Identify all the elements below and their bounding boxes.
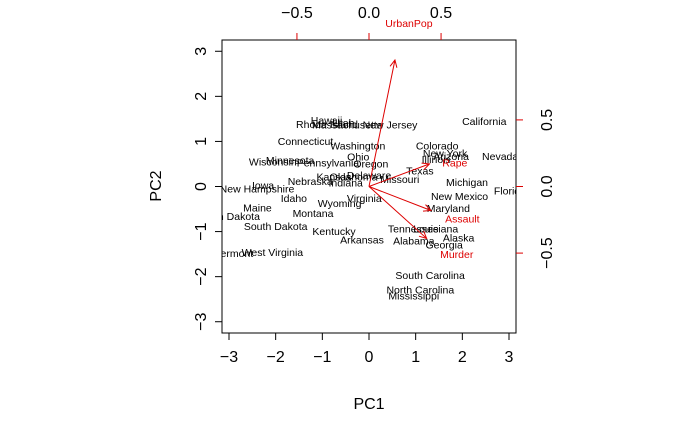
- point-label-kentucky: Kentucky: [312, 226, 356, 238]
- loading-arrows: UrbanPop: [368, 18, 433, 240]
- point-label-tennessee: Tennessee: [388, 223, 439, 235]
- point-label-oklahoma: Oklahoma: [330, 172, 378, 184]
- point-label-georgia: Georgia: [425, 240, 463, 252]
- loading-arrow-murder: [368, 186, 428, 240]
- point-label-washington: Washington: [330, 140, 385, 152]
- point-label-mississippi: Mississippi: [388, 291, 439, 303]
- x-tick-label: −2: [267, 349, 285, 366]
- top-tick-label: 0.5: [430, 5, 452, 22]
- loading-label-urbanpop: UrbanPop: [385, 18, 432, 30]
- point-label-kansas: Kansas: [316, 172, 351, 184]
- x-tick-label: 3: [505, 349, 514, 366]
- point-label-wyoming: Wyoming: [318, 198, 362, 210]
- point-label-assault: Assault: [445, 214, 480, 226]
- point-label-oregon: Oregon: [353, 159, 388, 171]
- point-label-arkansas: Arkansas: [340, 235, 384, 247]
- y-tick-label: 3: [193, 47, 210, 56]
- x-tick-label: −1: [313, 349, 331, 366]
- point-label-idaho: Idaho: [281, 193, 307, 205]
- point-label-south-dakota: South Dakota: [244, 221, 308, 233]
- right-tick-label: −0.5: [539, 237, 556, 269]
- point-label-iowa: Iowa: [252, 180, 274, 192]
- point-label-indiana: Indiana: [328, 177, 363, 189]
- point-label-missouri: Missouri: [380, 174, 419, 186]
- point-label-california: California: [462, 116, 507, 128]
- point-label-florida: Florida: [494, 186, 526, 198]
- point-label-montana: Montana: [293, 208, 334, 220]
- right-tick-label: 0.5: [539, 109, 556, 131]
- point-label-massachusetts: Massachusetts: [312, 119, 382, 131]
- y-tick-label: −2: [193, 267, 210, 285]
- point-label-north-dakota: North Dakota: [198, 211, 260, 223]
- y-tick-label: 1: [193, 137, 210, 146]
- point-label-maine: Maine: [243, 203, 272, 215]
- point-label-utah: Utah: [332, 117, 354, 129]
- x-tick-label: 2: [458, 349, 467, 366]
- point-label-vermont: Vermont: [214, 248, 253, 260]
- point-label-nebraska: Nebraska: [288, 176, 333, 188]
- point-label-new-hampshire: New Hampshire: [220, 183, 295, 195]
- point-label-alaska: Alaska: [443, 232, 475, 244]
- point-label-murder: Murder: [440, 249, 474, 261]
- y-axis-title: PC2: [148, 170, 165, 201]
- y-tick-label: −1: [193, 222, 210, 240]
- right-tick-label: 0.0: [539, 175, 556, 197]
- loading-arrow-urbanpop: [368, 58, 398, 187]
- point-label-alabama: Alabama: [393, 236, 435, 248]
- point-label-ohio: Ohio: [347, 152, 369, 164]
- point-label-new-mexico: New Mexico: [431, 191, 488, 203]
- point-label-pennsylvania: Pennsylvania: [297, 158, 360, 170]
- point-label-delaware: Delaware: [347, 170, 392, 182]
- loading-arrow-assault: [368, 186, 433, 212]
- y-tick-label: −3: [193, 313, 210, 331]
- y-tick-label: 0: [193, 182, 210, 191]
- x-tick-label: 0: [365, 349, 374, 366]
- y-tick-label: 2: [193, 92, 210, 101]
- x-tick-label: 1: [411, 349, 420, 366]
- point-label-michigan: Michigan: [446, 177, 488, 189]
- x-axis-title: PC1: [353, 396, 384, 413]
- point-label-hawaii: Hawaii: [311, 115, 343, 127]
- point-label-wisconsin: Wisconsin: [249, 156, 297, 168]
- point-label-texas: Texas: [406, 165, 433, 177]
- x-tick-label: −3: [220, 349, 238, 366]
- loading-arrow-rape: [368, 162, 431, 187]
- point-label-new-york: New York: [423, 148, 468, 160]
- point-label-new-jersey: New Jersey: [363, 119, 419, 131]
- point-label-west-virginia: West Virginia: [242, 247, 304, 259]
- point-label-nevada: Nevada: [482, 151, 518, 163]
- top-tick-label: −0.5: [281, 5, 313, 22]
- top-tick-label: 0.0: [358, 5, 380, 22]
- point-label-virginia: Virginia: [347, 193, 382, 205]
- point-label-south-carolina: South Carolina: [395, 270, 465, 282]
- point-label-arizona: Arizona: [433, 151, 469, 163]
- point-label-rhode-island: Rhode Island: [296, 119, 358, 131]
- point-label-north-carolina: North Carolina: [386, 284, 454, 296]
- point-label-minnesota: Minnesota: [266, 155, 315, 167]
- point-label-colorado: Colorado: [416, 140, 459, 152]
- point-label-connecticut: Connecticut: [278, 136, 334, 148]
- point-label-illinois: Illinois: [422, 154, 451, 166]
- axes: −3 −2 −1 0 1 2 3 −3 −2 −1 0 1 2 3 −0.5 0.0 0.5 −0.5 0.0 0.5: [193, 5, 556, 366]
- point-label-maryland: Maryland: [427, 203, 470, 215]
- point-label-rape: Rape: [442, 158, 467, 170]
